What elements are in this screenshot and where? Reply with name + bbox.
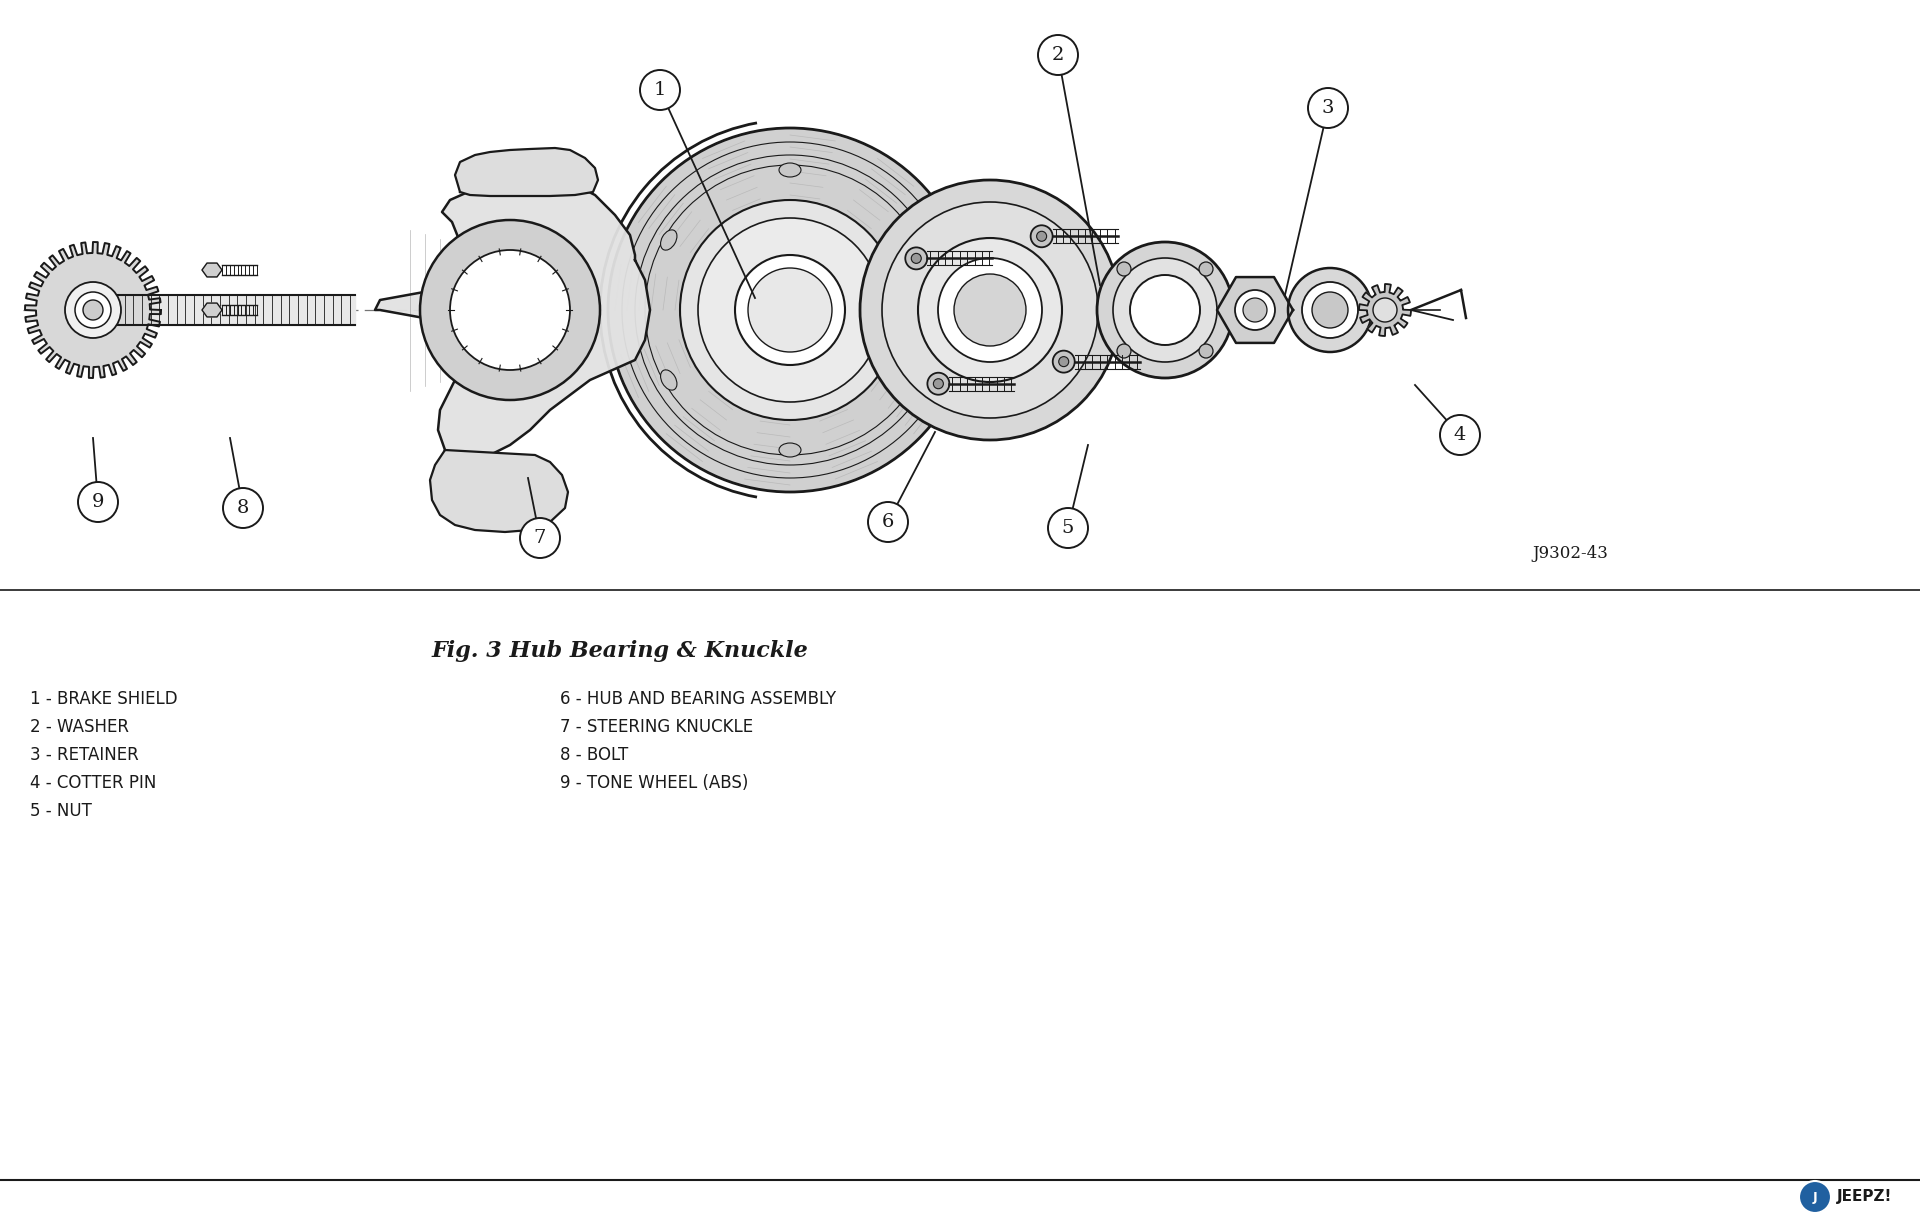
Circle shape bbox=[449, 250, 570, 370]
Circle shape bbox=[1058, 357, 1069, 367]
Polygon shape bbox=[1217, 277, 1292, 343]
Circle shape bbox=[520, 519, 561, 558]
Circle shape bbox=[680, 200, 900, 421]
Circle shape bbox=[1031, 226, 1052, 248]
Circle shape bbox=[1117, 262, 1131, 276]
Text: 8 - BOLT: 8 - BOLT bbox=[561, 745, 628, 764]
Circle shape bbox=[1037, 232, 1046, 242]
Polygon shape bbox=[111, 295, 355, 325]
Circle shape bbox=[1198, 262, 1213, 276]
Circle shape bbox=[1039, 36, 1077, 75]
Ellipse shape bbox=[660, 229, 678, 250]
Polygon shape bbox=[202, 303, 223, 318]
Text: J: J bbox=[1812, 1190, 1818, 1204]
Circle shape bbox=[1288, 268, 1373, 352]
Text: 7: 7 bbox=[534, 528, 545, 547]
Text: 3 - RETAINER: 3 - RETAINER bbox=[31, 745, 138, 764]
Text: 5 - NUT: 5 - NUT bbox=[31, 802, 92, 820]
Text: 2: 2 bbox=[1052, 47, 1064, 64]
Circle shape bbox=[735, 255, 845, 365]
Polygon shape bbox=[202, 264, 223, 277]
Circle shape bbox=[1131, 275, 1200, 345]
Circle shape bbox=[65, 282, 121, 338]
Polygon shape bbox=[374, 181, 651, 460]
Text: 4 - COTTER PIN: 4 - COTTER PIN bbox=[31, 774, 156, 792]
Circle shape bbox=[609, 128, 972, 492]
Circle shape bbox=[927, 373, 948, 395]
Text: 1: 1 bbox=[655, 81, 666, 99]
Circle shape bbox=[639, 70, 680, 110]
Circle shape bbox=[223, 488, 263, 528]
Circle shape bbox=[420, 219, 599, 400]
Circle shape bbox=[1235, 291, 1275, 330]
Circle shape bbox=[939, 257, 1043, 362]
Circle shape bbox=[904, 248, 927, 270]
Circle shape bbox=[1302, 282, 1357, 338]
Circle shape bbox=[868, 501, 908, 542]
Text: 6 - HUB AND BEARING ASSEMBLY: 6 - HUB AND BEARING ASSEMBLY bbox=[561, 690, 835, 707]
Circle shape bbox=[1799, 1181, 1832, 1213]
Text: Fig. 3 Hub Bearing & Knuckle: Fig. 3 Hub Bearing & Knuckle bbox=[432, 640, 808, 662]
Circle shape bbox=[1048, 508, 1089, 548]
Polygon shape bbox=[430, 450, 568, 532]
Text: 9 - TONE WHEEL (ABS): 9 - TONE WHEEL (ABS) bbox=[561, 774, 749, 792]
Text: 8: 8 bbox=[236, 499, 250, 517]
Text: 5: 5 bbox=[1062, 519, 1073, 537]
Circle shape bbox=[912, 254, 922, 264]
Ellipse shape bbox=[902, 229, 920, 250]
Text: 9: 9 bbox=[92, 493, 104, 511]
Text: J9302-43: J9302-43 bbox=[1532, 546, 1607, 562]
Circle shape bbox=[1096, 242, 1233, 378]
Text: 1 - BRAKE SHIELD: 1 - BRAKE SHIELD bbox=[31, 690, 179, 707]
Circle shape bbox=[749, 268, 831, 352]
Ellipse shape bbox=[660, 370, 678, 390]
Circle shape bbox=[1242, 298, 1267, 322]
Text: 2 - WASHER: 2 - WASHER bbox=[31, 718, 129, 736]
Circle shape bbox=[1117, 345, 1131, 358]
Ellipse shape bbox=[902, 370, 920, 390]
Circle shape bbox=[75, 292, 111, 329]
Circle shape bbox=[699, 218, 881, 402]
Ellipse shape bbox=[780, 163, 801, 177]
Text: 3: 3 bbox=[1321, 99, 1334, 116]
Polygon shape bbox=[1359, 284, 1411, 336]
Text: JEEPZ!: JEEPZ! bbox=[1837, 1189, 1893, 1204]
Circle shape bbox=[1308, 88, 1348, 128]
Circle shape bbox=[1114, 257, 1217, 362]
Circle shape bbox=[1373, 298, 1398, 322]
Polygon shape bbox=[25, 242, 161, 378]
Circle shape bbox=[860, 180, 1119, 440]
Polygon shape bbox=[455, 148, 597, 196]
Circle shape bbox=[1311, 292, 1348, 329]
Circle shape bbox=[881, 202, 1098, 418]
Text: 7 - STEERING KNUCKLE: 7 - STEERING KNUCKLE bbox=[561, 718, 753, 736]
Text: 6: 6 bbox=[881, 512, 895, 531]
Circle shape bbox=[954, 273, 1025, 346]
Text: 4: 4 bbox=[1453, 425, 1467, 444]
Circle shape bbox=[79, 482, 117, 522]
Ellipse shape bbox=[780, 443, 801, 457]
Circle shape bbox=[1198, 345, 1213, 358]
Circle shape bbox=[933, 379, 943, 389]
Circle shape bbox=[83, 300, 104, 320]
Circle shape bbox=[1440, 414, 1480, 455]
Circle shape bbox=[1052, 351, 1075, 373]
Circle shape bbox=[918, 238, 1062, 383]
